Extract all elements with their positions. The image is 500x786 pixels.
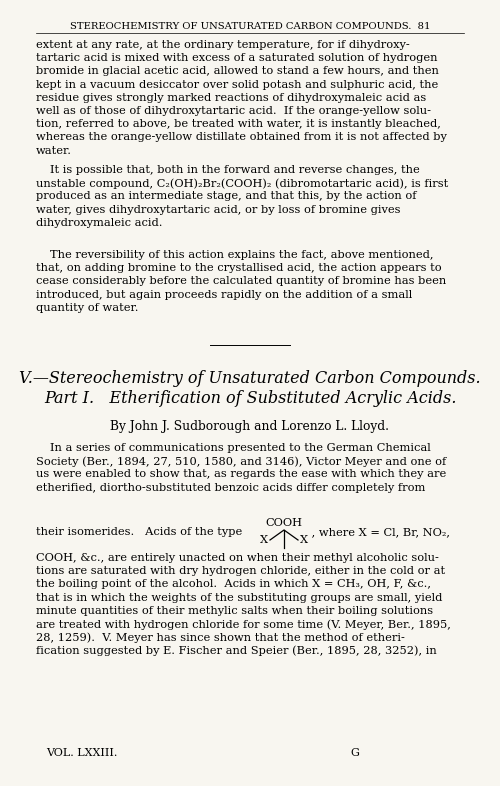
Text: tions are saturated with dry hydrogen chloride, either in the cold or at: tions are saturated with dry hydrogen ch… bbox=[36, 566, 445, 576]
Text: , where X = Cl, Br, NO₂,: , where X = Cl, Br, NO₂, bbox=[308, 527, 450, 537]
Text: COOH: COOH bbox=[266, 518, 302, 528]
Text: well as of those of dihydroxytartaric acid.  If the orange-yellow solu-: well as of those of dihydroxytartaric ac… bbox=[36, 106, 431, 116]
Text: extent at any rate, at the ordinary temperature, for if dihydroxy-: extent at any rate, at the ordinary temp… bbox=[36, 40, 410, 50]
Text: are treated with hydrogen chloride for some time (V. Meyer, Ber., 1895,: are treated with hydrogen chloride for s… bbox=[36, 619, 451, 630]
Text: tion, referred to above, be treated with water, it is instantly bleached,: tion, referred to above, be treated with… bbox=[36, 119, 441, 129]
Text: V.—Stereochemistry of Unsaturated Carbon Compounds.: V.—Stereochemistry of Unsaturated Carbon… bbox=[19, 370, 481, 387]
Text: 28, 1259).  V. Meyer has since shown that the method of etheri-: 28, 1259). V. Meyer has since shown that… bbox=[36, 632, 405, 643]
Text: By John J. Sudborough and Lorenzo L. Lloyd.: By John J. Sudborough and Lorenzo L. Llo… bbox=[110, 420, 390, 433]
Text: dihydroxymaleic acid.: dihydroxymaleic acid. bbox=[36, 218, 162, 228]
Text: quantity of water.: quantity of water. bbox=[36, 303, 138, 313]
Text: their isomerides.   Acids of the type: their isomerides. Acids of the type bbox=[36, 527, 242, 537]
Text: whereas the orange-yellow distillate obtained from it is not affected by: whereas the orange-yellow distillate obt… bbox=[36, 132, 447, 142]
Text: water.: water. bbox=[36, 145, 72, 156]
Text: cease considerably before the calculated quantity of bromine has been: cease considerably before the calculated… bbox=[36, 277, 447, 286]
Text: Society (Ber., 1894, 27, 510, 1580, and 3146), Victor Meyer and one of: Society (Ber., 1894, 27, 510, 1580, and … bbox=[36, 456, 447, 467]
Text: us were enabled to show that, as regards the ease with which they are: us were enabled to show that, as regards… bbox=[36, 469, 447, 479]
Text: In a series of communications presented to the German Chemical: In a series of communications presented … bbox=[50, 443, 431, 453]
Text: kept in a vacuum desiccator over solid potash and sulphuric acid, the: kept in a vacuum desiccator over solid p… bbox=[36, 79, 438, 90]
Text: fication suggested by E. Fischer and Speier (Ber., 1895, 28, 3252), in: fication suggested by E. Fischer and Spe… bbox=[36, 645, 437, 656]
Text: X: X bbox=[300, 535, 308, 545]
Text: Part I.   Etherification of Substituted Acrylic Acids.: Part I. Etherification of Substituted Ac… bbox=[44, 390, 456, 407]
Text: that, on adding bromine to the crystallised acid, the action appears to: that, on adding bromine to the crystalli… bbox=[36, 263, 442, 274]
Text: COOH, &c., are entirely unacted on when their methyl alcoholic solu-: COOH, &c., are entirely unacted on when … bbox=[36, 553, 439, 563]
Text: X: X bbox=[260, 535, 268, 545]
Text: unstable compound, C₂(OH)₂Br₂(COOH)₂ (dibromotartaric acid), is first: unstable compound, C₂(OH)₂Br₂(COOH)₂ (di… bbox=[36, 178, 448, 189]
Text: STEREOCHEMISTRY OF UNSATURATED CARBON COMPOUNDS.  81: STEREOCHEMISTRY OF UNSATURATED CARBON CO… bbox=[70, 22, 430, 31]
Text: produced as an intermediate stage, and that this, by the action of: produced as an intermediate stage, and t… bbox=[36, 192, 416, 201]
Text: minute quantities of their methylic salts when their boiling solutions: minute quantities of their methylic salt… bbox=[36, 606, 433, 615]
Text: residue gives strongly marked reactions of dihydroxymaleic acid as: residue gives strongly marked reactions … bbox=[36, 93, 426, 103]
Text: the boiling point of the alcohol.  Acids in which X = CH₃, OH, F, &c.,: the boiling point of the alcohol. Acids … bbox=[36, 579, 431, 590]
Text: It is possible that, both in the forward and reverse changes, the: It is possible that, both in the forward… bbox=[50, 165, 420, 175]
Text: water, gives dihydroxytartaric acid, or by loss of bromine gives: water, gives dihydroxytartaric acid, or … bbox=[36, 204, 401, 215]
Text: that is in which the weights of the substituting groups are small, yield: that is in which the weights of the subs… bbox=[36, 593, 442, 603]
Text: The reversibility of this action explains the fact, above mentioned,: The reversibility of this action explain… bbox=[50, 250, 434, 260]
Text: bromide in glacial acetic acid, allowed to stand a few hours, and then: bromide in glacial acetic acid, allowed … bbox=[36, 66, 439, 76]
Text: VOL. LXXIII.: VOL. LXXIII. bbox=[46, 748, 118, 758]
Text: etherified, diortho-substituted benzoic acids differ completely from: etherified, diortho-substituted benzoic … bbox=[36, 483, 426, 493]
Text: introduced, but again proceeds rapidly on the addition of a small: introduced, but again proceeds rapidly o… bbox=[36, 289, 412, 299]
Text: tartaric acid is mixed with excess of a saturated solution of hydrogen: tartaric acid is mixed with excess of a … bbox=[36, 53, 438, 63]
Text: G: G bbox=[350, 748, 359, 758]
